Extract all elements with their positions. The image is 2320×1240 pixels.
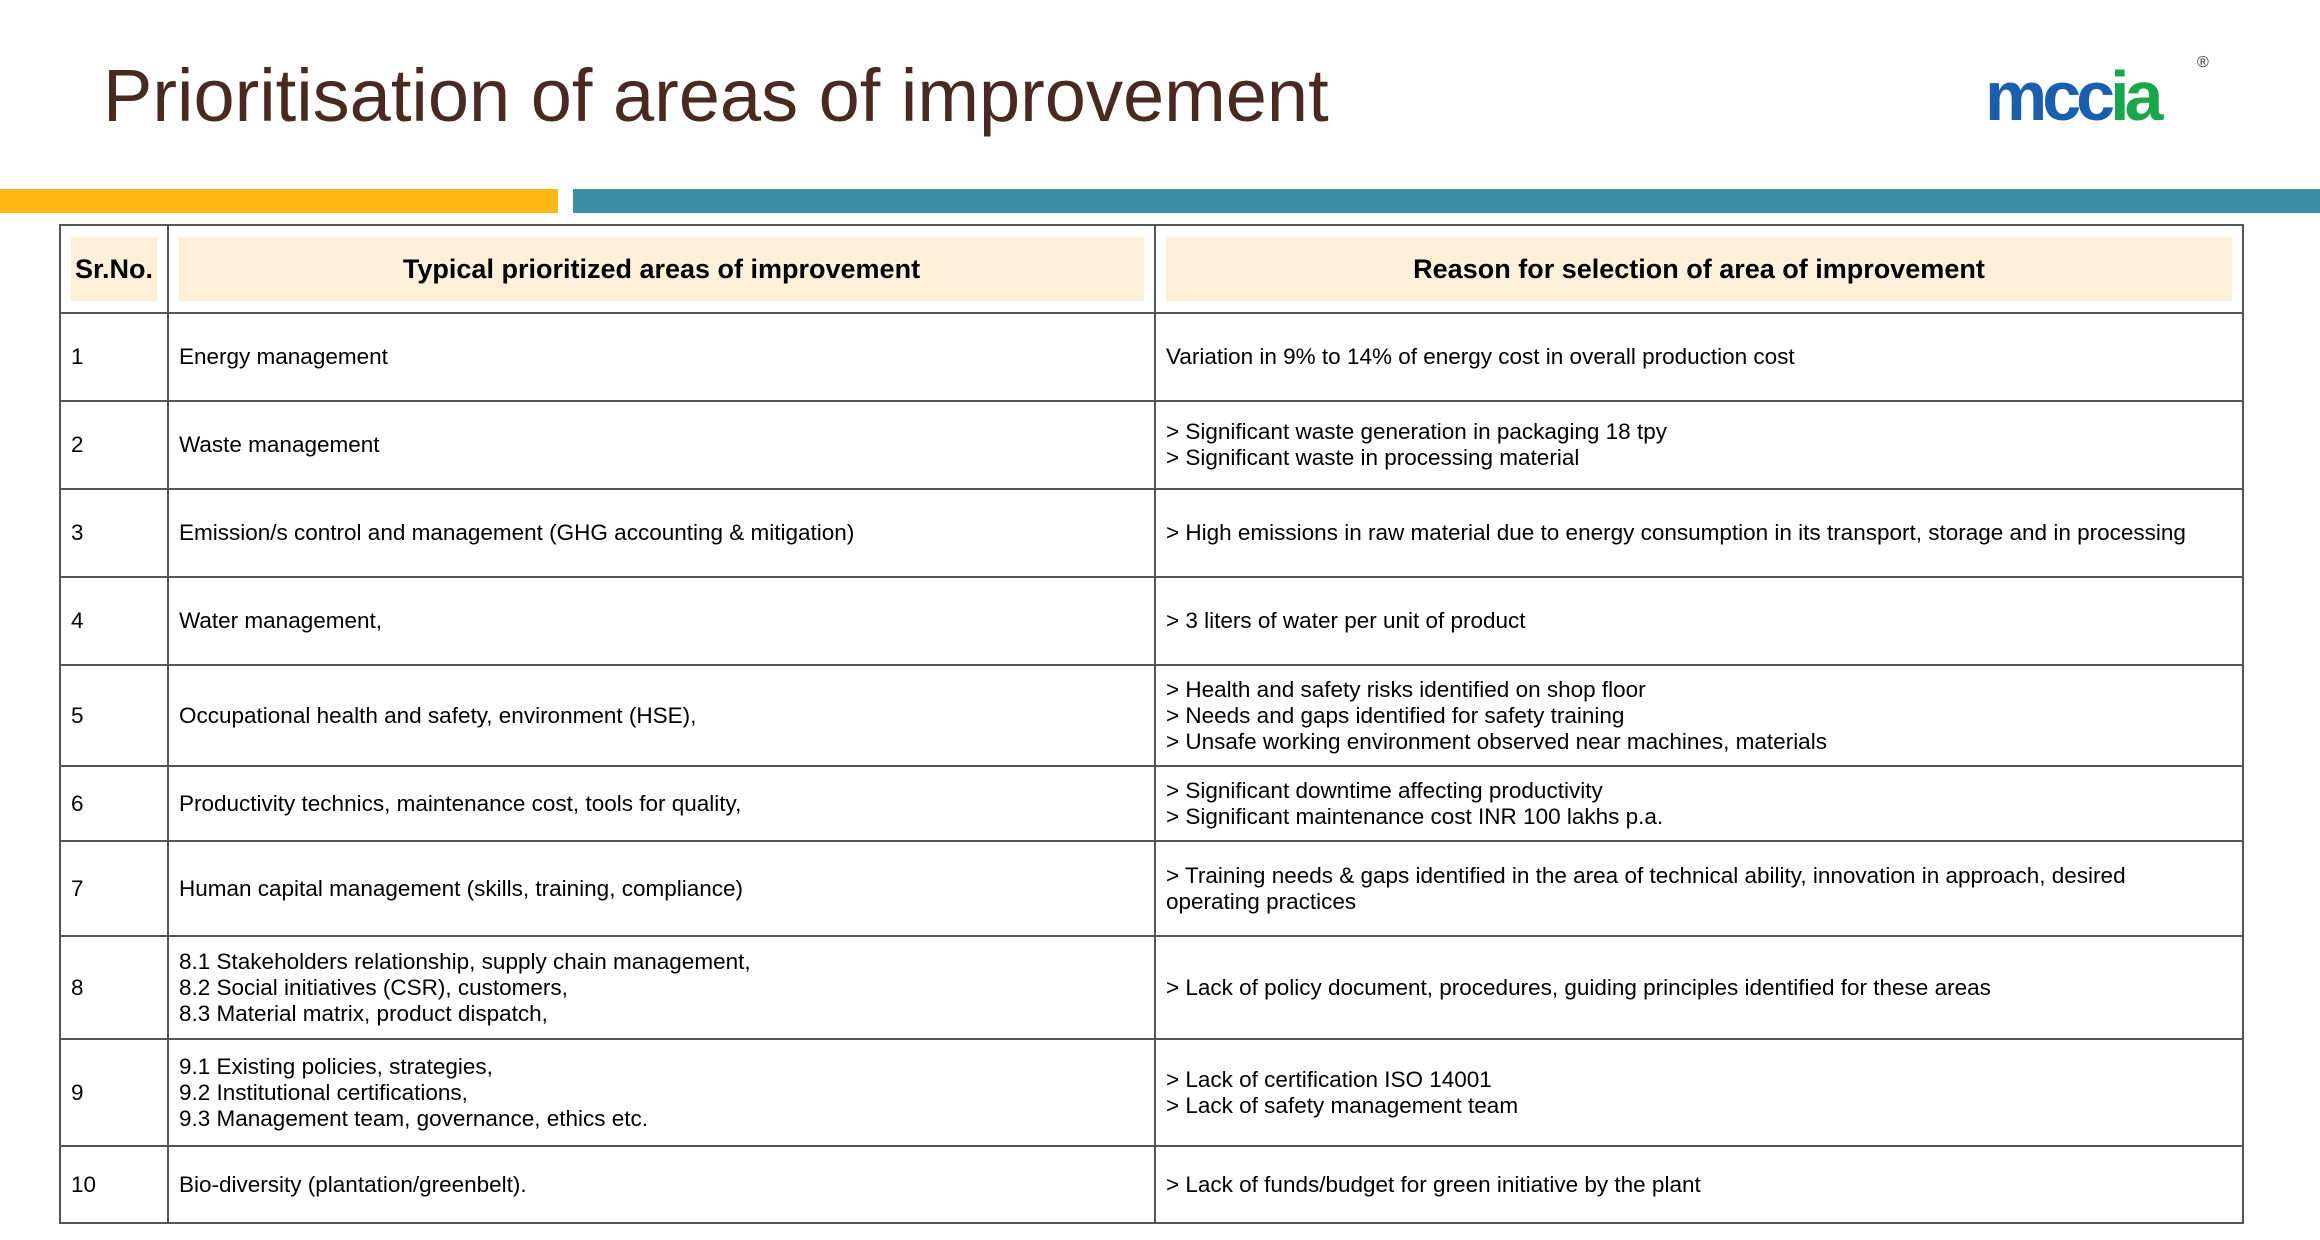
table-row: 8 8.1 Stakeholders relationship, supply … <box>59 935 2244 1040</box>
header-reason: Reason for selection of area of improvem… <box>1154 224 2244 314</box>
row-reason: > Lack of funds/budget for green initiat… <box>1154 1145 2244 1224</box>
improvement-table: Sr.No. Typical prioritized areas of impr… <box>59 224 2244 1224</box>
row-sr: 9 <box>59 1038 169 1147</box>
logo-wordmark: mccia <box>1985 57 2164 135</box>
row-sr: 3 <box>59 488 169 578</box>
row-area: Productivity technics, maintenance cost,… <box>167 765 1156 842</box>
row-reason: > Lack of policy document, procedures, g… <box>1154 935 2244 1040</box>
table-row: 10 Bio-diversity (plantation/greenbelt).… <box>59 1145 2244 1224</box>
header-area: Typical prioritized areas of improvement <box>167 224 1156 314</box>
row-area: Water management, <box>167 576 1156 666</box>
row-reason: > Lack of certification ISO 14001 > Lack… <box>1154 1038 2244 1147</box>
table-header-row: Sr.No. Typical prioritized areas of impr… <box>59 224 2244 314</box>
slide-title: Prioritisation of areas of improvement <box>103 54 1329 137</box>
accent-bar-teal <box>573 189 2320 213</box>
registered-mark: ® <box>2197 54 2209 71</box>
row-sr: 8 <box>59 935 169 1040</box>
header-sr-label: Sr.No. <box>71 237 157 301</box>
table-row: 1 Energy management Variation in 9% to 1… <box>59 312 2244 402</box>
row-area: 8.1 Stakeholders relationship, supply ch… <box>167 935 1156 1040</box>
row-reason: > Health and safety risks identified on … <box>1154 664 2244 767</box>
row-area: Occupational health and safety, environm… <box>167 664 1156 767</box>
table-row: 3 Emission/s control and management (GHG… <box>59 488 2244 578</box>
row-reason: > Training needs & gaps identified in th… <box>1154 840 2244 937</box>
row-sr: 2 <box>59 400 169 490</box>
row-reason: > Significant waste generation in packag… <box>1154 400 2244 490</box>
logo-green-part: ia <box>2110 57 2163 135</box>
row-reason: > Significant downtime affecting product… <box>1154 765 2244 842</box>
header-reason-label: Reason for selection of area of improvem… <box>1166 237 2232 301</box>
row-sr: 10 <box>59 1145 169 1224</box>
row-sr: 7 <box>59 840 169 937</box>
row-area: Energy management <box>167 312 1156 402</box>
row-sr: 5 <box>59 664 169 767</box>
row-area: Bio-diversity (plantation/greenbelt). <box>167 1145 1156 1224</box>
row-sr: 6 <box>59 765 169 842</box>
row-area: Emission/s control and management (GHG a… <box>167 488 1156 578</box>
table-row: 2 Waste management > Significant waste g… <box>59 400 2244 490</box>
row-reason: > 3 liters of water per unit of product <box>1154 576 2244 666</box>
header-sr: Sr.No. <box>59 224 169 314</box>
row-reason: Variation in 9% to 14% of energy cost in… <box>1154 312 2244 402</box>
table-row: 6 Productivity technics, maintenance cos… <box>59 765 2244 842</box>
row-area: 9.1 Existing policies, strategies, 9.2 I… <box>167 1038 1156 1147</box>
row-reason: > High emissions in raw material due to … <box>1154 488 2244 578</box>
row-area: Human capital management (skills, traini… <box>167 840 1156 937</box>
mccia-logo: mccia ® <box>1985 54 2215 135</box>
row-area: Waste management <box>167 400 1156 490</box>
row-sr: 1 <box>59 312 169 402</box>
row-sr: 4 <box>59 576 169 666</box>
table-row: 9 9.1 Existing policies, strategies, 9.2… <box>59 1038 2244 1147</box>
table-row: 7 Human capital management (skills, trai… <box>59 840 2244 937</box>
logo-blue-part: mcc <box>1985 57 2115 135</box>
header-area-label: Typical prioritized areas of improvement <box>179 237 1144 301</box>
table-row: 5 Occupational health and safety, enviro… <box>59 664 2244 767</box>
accent-bar-yellow <box>0 189 558 213</box>
table-row: 4 Water management, > 3 liters of water … <box>59 576 2244 666</box>
